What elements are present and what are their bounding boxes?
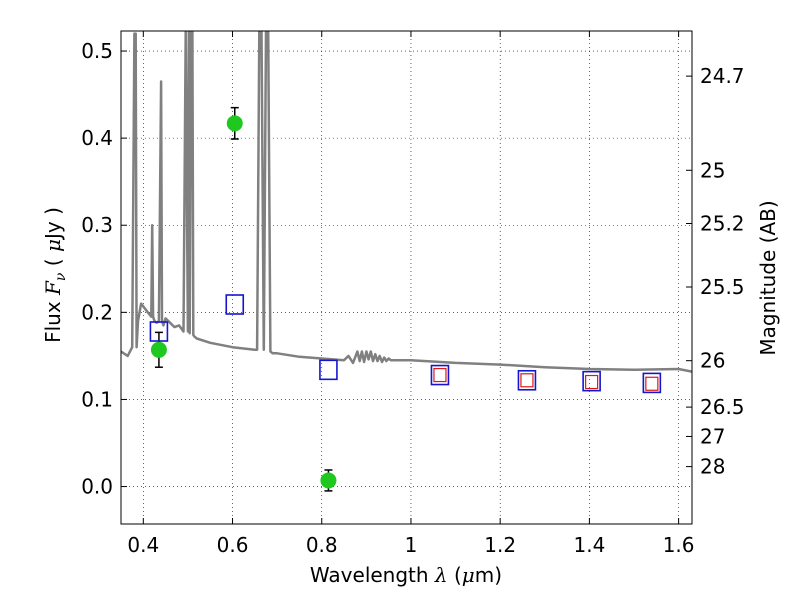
- y-tick-label: 0.4: [81, 126, 113, 150]
- observed-flux-point: [226, 115, 243, 132]
- x-tick-label: 1.2: [484, 533, 516, 557]
- plot-series: [121, 31, 692, 492]
- model-flux-square: [430, 364, 450, 386]
- y-axis-label: Flux Fν ( μJy ): [41, 207, 69, 343]
- y-tick-label: 0.3: [81, 213, 113, 237]
- model-flux-square: [582, 370, 601, 392]
- model-flux-square: [642, 372, 662, 394]
- model-flux-square: [319, 359, 338, 381]
- model-flux-square: [225, 294, 245, 315]
- y2-tick-label: 24.7: [700, 64, 745, 88]
- y2-tick-label: 27: [700, 424, 725, 448]
- x-tick-label: 1.4: [573, 533, 605, 557]
- model-flux-square: [517, 369, 537, 391]
- grid-lines: [121, 31, 692, 524]
- y2-tick-label: 26: [700, 349, 725, 373]
- model-flux-square: [149, 321, 169, 342]
- axes-ticks: 0.4 0.6 0.8 1 1.2 1.4 1.6 0.0 0.1 0.2 0.3 0.4 0.5 24.…: [81, 31, 745, 557]
- y-tick-label: 0.0: [81, 475, 113, 499]
- model-flux-small-square: [645, 376, 659, 391]
- model-flux-small-square: [520, 373, 534, 388]
- y-tick-label: 0.1: [81, 387, 113, 411]
- y2-tick-label: 25: [700, 158, 725, 182]
- model-flux-small-square: [585, 374, 599, 390]
- y2-tick-label: 28: [700, 455, 725, 479]
- plot-frame: [120, 30, 693, 525]
- x-tick-label: 0.6: [217, 533, 249, 557]
- x-axis-label: Wavelength λ (μm): [310, 563, 502, 587]
- y-tick-label: 0.5: [81, 39, 113, 63]
- y2-tick-label: 25.2: [700, 211, 745, 235]
- y-tick-label: 0.2: [81, 300, 113, 324]
- x-tick-label: 0.4: [127, 533, 159, 557]
- y2-axis-label: Magnitude (AB): [756, 200, 780, 355]
- y2-tick-label: 26.5: [700, 395, 745, 419]
- model-flux-small-square: [433, 367, 447, 383]
- observed-flux-point: [150, 341, 167, 358]
- y2-tick-label: 25.5: [700, 275, 745, 299]
- observed-flux-point: [320, 472, 337, 489]
- x-tick-label: 1.6: [663, 533, 695, 557]
- x-tick-label: 1: [405, 533, 418, 557]
- x-tick-label: 0.8: [306, 533, 338, 557]
- model-spectrum-line: [121, 31, 692, 373]
